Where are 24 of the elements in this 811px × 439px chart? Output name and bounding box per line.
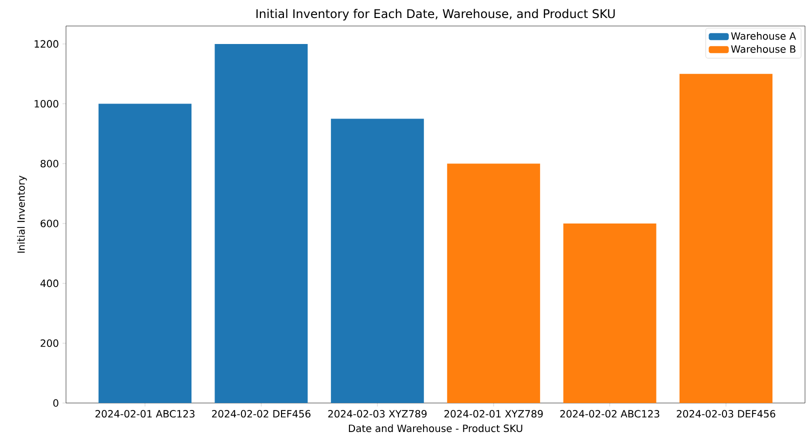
bar <box>563 223 656 403</box>
y-tick-label: 1000 <box>34 100 58 108</box>
y-tick-label: 800 <box>40 160 58 168</box>
y-tick-label: 400 <box>40 280 58 288</box>
y-tick-label: 0 <box>53 399 58 407</box>
bar <box>680 74 772 403</box>
x-tick-label: 2024-02-02 DEF456 <box>212 410 310 418</box>
bar <box>98 104 192 403</box>
bar <box>447 164 540 403</box>
x-tick-label: 2024-02-03 DEF456 <box>676 410 776 418</box>
y-tick-label: 200 <box>40 339 58 347</box>
legend-label: Warehouse A <box>731 32 796 40</box>
legend-label: Warehouse B <box>731 45 796 53</box>
x-tick-label: 2024-02-03 XYZ789 <box>328 410 427 418</box>
bar <box>214 44 308 403</box>
chart-title: Initial Inventory for Each Date, Warehouse, and Product SKU <box>256 8 615 20</box>
x-tick-label: 2024-02-02 ABC123 <box>560 410 660 418</box>
x-tick-label: 2024-02-01 ABC123 <box>95 410 194 418</box>
x-axis-title: Date and Warehouse - Product SKU <box>348 424 522 432</box>
y-tick-label: 600 <box>40 220 58 228</box>
y-axis-title: Initial Inventory <box>17 176 27 253</box>
bar <box>330 118 424 403</box>
x-tick-label: 2024-02-01 XYZ789 <box>444 410 543 418</box>
y-tick-label: 1200 <box>34 40 58 48</box>
